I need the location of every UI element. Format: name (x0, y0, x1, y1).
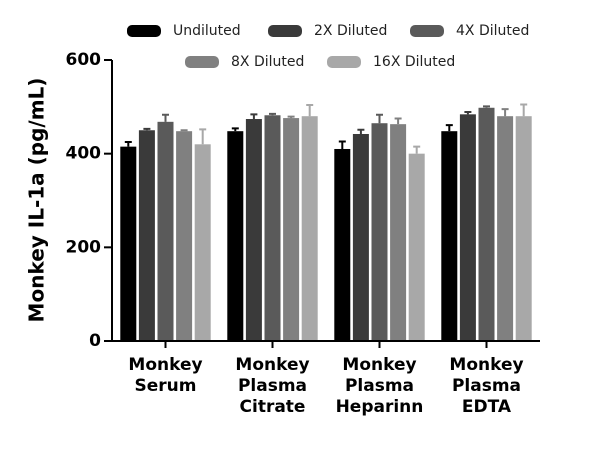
legend-label: Undiluted (173, 23, 241, 39)
bar (176, 131, 193, 341)
bar (194, 144, 211, 341)
legend-swatch (185, 56, 219, 68)
y-tick-label: 400 (66, 144, 102, 164)
bar (441, 131, 458, 341)
y-tick-label: 600 (66, 50, 102, 70)
x-tick-label: EDTA (462, 397, 512, 417)
error-bar (269, 112, 276, 116)
error-bar (413, 145, 421, 154)
x-tick-label: Plasma (452, 376, 521, 396)
x-tick-label: Monkey (128, 355, 202, 375)
bar (390, 124, 407, 341)
error-bar (250, 113, 258, 120)
bar (459, 114, 476, 342)
legend-swatch (127, 25, 161, 37)
bar (515, 116, 532, 341)
x-tick-label: Citrate (240, 397, 306, 417)
bar (157, 121, 174, 341)
bar (478, 107, 495, 342)
legend-swatch (410, 25, 444, 37)
legend-swatch (327, 56, 361, 68)
bar (408, 153, 425, 341)
error-bar (483, 105, 490, 108)
x-tick-label: Plasma (238, 376, 307, 396)
bar (227, 131, 244, 341)
bar (301, 116, 318, 341)
legend-label: 2X Diluted (314, 23, 387, 39)
error-bar (143, 127, 151, 131)
x-tick-label: Monkey (342, 355, 416, 375)
bar (352, 133, 369, 341)
bar (283, 118, 300, 341)
x-tick-label: Monkey (235, 355, 309, 375)
bar (497, 116, 514, 341)
x-tick-label: Plasma (345, 376, 414, 396)
bar (245, 119, 262, 341)
error-bar (231, 127, 239, 132)
error-bar (180, 129, 188, 132)
legend-label: 4X Diluted (456, 23, 529, 39)
error-bar (162, 113, 169, 122)
y-tick-label: 200 (66, 237, 102, 257)
error-bar (445, 124, 453, 132)
y-tick-label: 0 (89, 331, 101, 351)
error-bar (394, 117, 402, 125)
legend-swatch (268, 25, 302, 37)
bar (264, 115, 281, 341)
y-axis-title: Monkey IL-1a (pg/mL) (25, 78, 49, 323)
bar (371, 123, 388, 341)
x-tick-label: Monkey (449, 355, 523, 375)
legend-label: 8X Diluted (231, 54, 304, 70)
error-bar (464, 110, 472, 115)
bar (334, 148, 351, 341)
error-bar (376, 113, 383, 124)
legend-label: 16X Diluted (373, 54, 455, 70)
error-bar (306, 103, 314, 117)
error-bar (124, 140, 132, 147)
error-bar (199, 128, 207, 145)
bar (138, 130, 155, 341)
bar (120, 146, 137, 341)
x-tick-label: Serum (135, 376, 197, 396)
error-bar (287, 115, 295, 119)
error-bar (501, 108, 509, 117)
x-tick-label: Heparinn (336, 397, 424, 417)
error-bar (338, 140, 346, 149)
error-bar (520, 103, 528, 117)
error-bar (357, 128, 365, 134)
